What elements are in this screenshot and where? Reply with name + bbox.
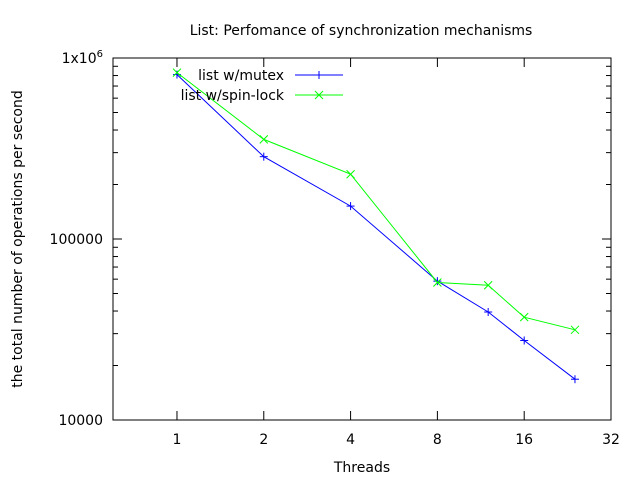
series-mutex (172, 70, 579, 384)
y-axis-ticks: 10000 100000 (50, 57, 611, 429)
data-point (570, 375, 579, 384)
legend-item: list w/mutex (198, 68, 343, 84)
data-point (259, 135, 269, 144)
x-tick-label: 4 (346, 432, 355, 448)
plot-frame (112, 57, 612, 421)
x-tick-label: 8 (433, 432, 442, 448)
y-tick-label-top: 1x106 (62, 49, 103, 67)
data-point (259, 152, 268, 161)
y-top-exp: 6 (97, 49, 103, 60)
chart-title: List: Perfomance of synchronization mech… (190, 23, 533, 39)
x-axis-ticks: 1 2 4 8 16 32 (173, 58, 620, 448)
series-line (176, 72, 576, 331)
series-line (176, 74, 576, 380)
data-point (519, 312, 529, 322)
x-tick-label: 2 (259, 432, 268, 448)
series-layer (172, 68, 580, 384)
x-tick-label: 32 (602, 432, 620, 448)
y-tick-label: 10000 (58, 413, 103, 429)
data-point (346, 202, 355, 211)
legend: list w/mutex list w/spin-lock (181, 68, 343, 104)
legend-item: list w/spin-lock (181, 88, 343, 104)
legend-label: list w/mutex (198, 68, 284, 84)
y-axis-label: the total number of operations per secon… (10, 90, 26, 388)
series-spin-lock (172, 68, 580, 335)
data-point (570, 325, 580, 335)
data-point (433, 277, 442, 286)
x-tick-label: 16 (515, 432, 533, 448)
data-point (172, 68, 182, 78)
legend-label: list w/spin-lock (181, 88, 285, 104)
data-point (484, 308, 493, 317)
data-point (346, 169, 355, 179)
data-point (483, 280, 493, 290)
y-tick-label: 100000 (50, 232, 103, 248)
x-axis-label: Threads (333, 460, 390, 476)
x-tick-label: 1 (173, 432, 182, 448)
data-point (520, 336, 529, 345)
data-point (315, 71, 323, 79)
data-point (314, 90, 324, 100)
y-top-base: 1x10 (62, 51, 97, 67)
data-point (433, 278, 442, 287)
